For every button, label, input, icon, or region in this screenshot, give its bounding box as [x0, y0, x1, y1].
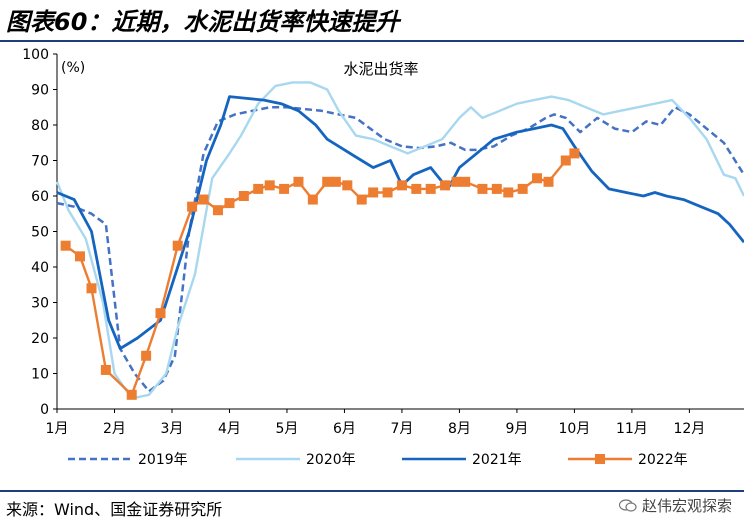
- y-tick-label: 10: [31, 367, 49, 383]
- x-tick-label: 12月: [673, 421, 705, 437]
- y-tick-label: 70: [31, 154, 49, 170]
- data-point-2022年: [86, 283, 97, 294]
- legend-label-2021年: 2021年: [472, 452, 522, 468]
- series-line-2020年: [55, 81, 744, 400]
- data-point-2022年: [342, 180, 353, 191]
- data-point-2022年: [330, 176, 341, 187]
- bottom-rule: [0, 490, 744, 492]
- data-point-2022年: [307, 194, 318, 205]
- x-tick-label: 6月: [333, 421, 356, 437]
- data-point-2022年: [172, 240, 183, 251]
- y-tick-label: 100: [22, 47, 49, 63]
- legend-label-2020年: 2020年: [306, 452, 356, 468]
- data-point-2022年: [264, 180, 275, 191]
- x-tick-label: 1月: [46, 421, 69, 437]
- data-point-2022年: [460, 176, 471, 187]
- x-tick-label: 9月: [505, 421, 528, 437]
- y-axis-unit: (%): [61, 60, 85, 76]
- data-point-2022年: [411, 183, 422, 194]
- y-tick-label: 40: [31, 260, 49, 276]
- wechat-icon: [618, 499, 637, 512]
- data-point-2022年: [491, 183, 502, 194]
- data-point-2022年: [253, 183, 264, 194]
- y-tick-label: 20: [31, 331, 49, 347]
- legend-label-2019年: 2019年: [138, 452, 188, 468]
- data-point-2022年: [141, 350, 152, 361]
- data-point-2022年: [100, 364, 111, 375]
- data-point-2022年: [543, 176, 554, 187]
- data-point-2022年: [425, 183, 436, 194]
- data-point-2022年: [322, 176, 333, 187]
- x-tick-label: 7月: [390, 421, 413, 437]
- data-point-2022年: [532, 173, 543, 184]
- data-point-2022年: [212, 205, 223, 216]
- y-tick-label: 30: [31, 296, 49, 312]
- data-point-2022年: [503, 187, 514, 198]
- data-point-2022年: [451, 176, 462, 187]
- y-tick-label: 50: [31, 225, 49, 241]
- legend-label-2022年: 2022年: [638, 452, 688, 468]
- data-point-2022年: [517, 183, 528, 194]
- figure-title: 图表60：近期，水泥出货率快速提升: [6, 8, 400, 36]
- x-tick-label: 4月: [218, 421, 241, 437]
- data-point-2022年: [382, 187, 393, 198]
- data-point-2022年: [74, 251, 85, 262]
- data-point-2022年: [368, 187, 379, 198]
- data-point-2022年: [126, 389, 137, 400]
- chart: 0 10 20 30 40 50 60 70 80 90 100 1月 2月 3月 4月 5月 6月 7月 8月 9月…: [22, 47, 744, 468]
- data-point-2022年: [356, 194, 367, 205]
- data-point-2022年: [396, 180, 407, 191]
- data-point-2022年: [224, 198, 235, 209]
- legend-marker-2022年: [595, 454, 605, 464]
- x-tick-label: 10月: [558, 421, 590, 437]
- top-rule: [0, 40, 744, 42]
- data-point-2022年: [187, 201, 198, 212]
- x-tick-label: 2月: [103, 421, 126, 437]
- y-tick-label: 90: [31, 83, 49, 99]
- chart-title: 水泥出货率: [343, 60, 418, 78]
- y-tick-label: 80: [31, 118, 49, 134]
- data-point-2022年: [279, 183, 290, 194]
- data-point-2022年: [560, 155, 571, 166]
- x-tick-label: 3月: [161, 421, 184, 437]
- data-point-2022年: [477, 183, 488, 194]
- y-tick-label: 0: [40, 402, 49, 418]
- data-point-2022年: [293, 176, 304, 187]
- data-point-2022年: [238, 191, 249, 201]
- watermark-text: 赵伟宏观探索: [641, 497, 732, 515]
- data-point-2022年: [198, 194, 209, 205]
- data-point-2022年: [60, 240, 71, 251]
- x-tick-label: 5月: [275, 421, 298, 437]
- watermark: 赵伟宏观探索: [618, 495, 732, 516]
- data-point-2022年: [569, 148, 580, 159]
- source-note: 来源：Wind、国金证券研究所: [6, 500, 223, 519]
- data-point-2022年: [155, 308, 166, 319]
- data-point-2022年: [440, 180, 451, 191]
- y-tick-label: 60: [31, 189, 49, 205]
- x-tick-label: 11月: [616, 421, 648, 437]
- x-tick-label: 8月: [448, 421, 471, 437]
